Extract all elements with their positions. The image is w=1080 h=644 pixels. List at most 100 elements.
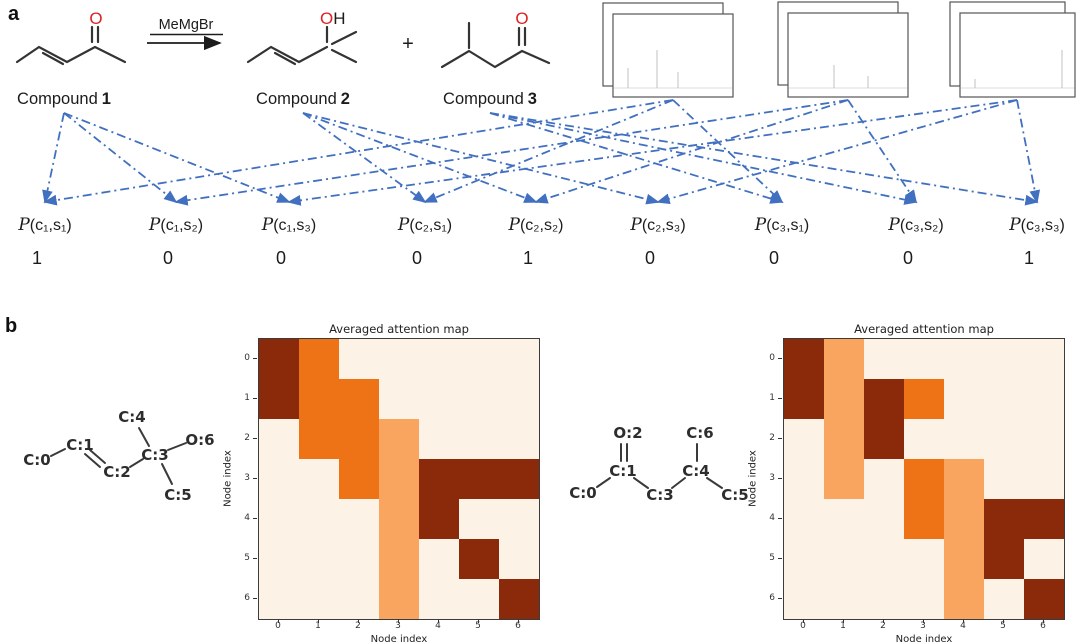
probability-label-8: P(c₃,s₃) xyxy=(1008,215,1065,235)
heatmap-right-ylabel: Node index xyxy=(747,450,759,507)
heatmap-cell-r5c5 xyxy=(459,539,499,579)
heatmap-cell-r2c4 xyxy=(944,419,984,459)
heatmap-cell-r2c3 xyxy=(379,419,419,459)
attention-link-c2-p4 xyxy=(302,112,538,203)
heatmap-cell-r3c1 xyxy=(824,459,864,499)
heatmap-cell-r1c0 xyxy=(784,379,824,419)
attention-link-c1-p1 xyxy=(63,112,178,204)
y-tick-3: 3 xyxy=(762,458,782,498)
y-tick-6: 6 xyxy=(762,578,782,618)
heatmap-cell-r5c5 xyxy=(984,539,1024,579)
probability-value-8: 1 xyxy=(1024,248,1034,268)
y-tick-5: 5 xyxy=(762,538,782,578)
heatmap-cell-r0c1 xyxy=(824,339,864,379)
heatmap-cell-r1c6 xyxy=(499,379,539,419)
heatmap-cell-r3c0 xyxy=(259,459,299,499)
heatmap-cell-r6c2 xyxy=(864,579,904,619)
panel-a-letter: a xyxy=(8,3,20,25)
heatmap-cell-r5c1 xyxy=(824,539,864,579)
heatmap-cell-r0c5 xyxy=(984,339,1024,379)
heatmap-cell-r2c5 xyxy=(984,419,1024,459)
y-tick-2: 2 xyxy=(237,418,257,458)
compound-2-structure: OH xyxy=(246,9,358,66)
attention-link-s2-p4 xyxy=(534,99,849,204)
heatmap-cell-r4c6 xyxy=(1024,499,1064,539)
heatmap-cell-r0c4 xyxy=(944,339,984,379)
spectra-thumbnails xyxy=(602,1,1076,98)
probability-label-5: P(c₂,s₃) xyxy=(629,215,685,235)
heatmap-cell-r5c6 xyxy=(499,539,539,579)
heatmap-cell-r1c3 xyxy=(904,379,944,419)
attention-link-c1-p0 xyxy=(42,112,65,204)
y-tick-1: 1 xyxy=(762,378,782,418)
heatmap-cell-r3c1 xyxy=(299,459,339,499)
heatmap-cell-r5c3 xyxy=(904,539,944,579)
compound-3-oxygen-label: O xyxy=(515,9,528,28)
probability-value-6: 0 xyxy=(769,248,779,268)
heatmap-cell-r6c0 xyxy=(784,579,824,619)
heatmap-cell-r5c6 xyxy=(1024,539,1064,579)
heatmap-right-xlabel: Node index xyxy=(895,634,953,644)
heatmap-cell-r5c4 xyxy=(419,539,459,579)
heatmap-cell-r0c0 xyxy=(784,339,824,379)
attention-link-s3-p2 xyxy=(287,99,1018,206)
reaction-arrow: MeMgBr xyxy=(147,17,223,51)
heatmap-cell-r6c4 xyxy=(419,579,459,619)
attention-link-s1-p3 xyxy=(423,99,674,203)
compound-1-structure: O xyxy=(15,9,127,66)
heatmap-cell-r2c1 xyxy=(824,419,864,459)
b1-node-c4: C:4 xyxy=(118,408,145,426)
heatmap-cell-r4c5 xyxy=(984,499,1024,539)
y-tick-2: 2 xyxy=(762,418,782,458)
x-tick-2: 2 xyxy=(338,619,378,633)
heatmap-cell-r4c0 xyxy=(784,499,824,539)
heatmap-right-grid xyxy=(783,338,1065,620)
heatmap-cell-r4c2 xyxy=(339,499,379,539)
heatmap-cell-r6c6 xyxy=(1024,579,1064,619)
heatmap-cell-r4c3 xyxy=(904,499,944,539)
attention-link-c1-p2 xyxy=(63,112,291,203)
heatmap-cell-r5c0 xyxy=(784,539,824,579)
y-tick-0: 0 xyxy=(762,338,782,378)
heatmap-cell-r1c4 xyxy=(419,379,459,419)
x-tick-1: 1 xyxy=(823,619,863,633)
heatmap-cell-r4c0 xyxy=(259,499,299,539)
heatmap-cell-r1c1 xyxy=(824,379,864,419)
compound-2-name: Compound 2 xyxy=(256,90,350,108)
probability-value-3: 0 xyxy=(412,248,422,268)
heatmap-cell-r2c0 xyxy=(259,419,299,459)
x-tick-5: 5 xyxy=(458,619,498,633)
x-tick-0: 0 xyxy=(783,619,823,633)
heatmap-cell-r3c6 xyxy=(499,459,539,499)
compound-2-oh-label: OH xyxy=(320,9,346,28)
reagent-label: MeMgBr xyxy=(159,17,214,33)
heatmap-cell-r6c3 xyxy=(379,579,419,619)
heatmap-cell-r0c2 xyxy=(864,339,904,379)
attention-link-c2-p5 xyxy=(302,112,660,205)
probability-label-2: P(c₁,s₃) xyxy=(261,215,316,235)
heatmap-cell-r6c1 xyxy=(824,579,864,619)
heatmap-cell-r3c2 xyxy=(339,459,379,499)
b1-node-c3: C:3 xyxy=(141,446,168,464)
attention-link-s1-p0 xyxy=(43,99,674,206)
heatmap-cell-r1c0 xyxy=(259,379,299,419)
heatmap-cell-r3c6 xyxy=(1024,459,1064,499)
heatmap-cell-r5c2 xyxy=(864,539,904,579)
spectrum-stack-3 xyxy=(949,1,1076,98)
heatmap-cell-r6c1 xyxy=(299,579,339,619)
heatmap-cell-r1c3 xyxy=(379,379,419,419)
x-tick-4: 4 xyxy=(418,619,458,633)
heatmap-cell-r2c5 xyxy=(459,419,499,459)
heatmap-cell-r3c0 xyxy=(784,459,824,499)
spectrum-stack-2 xyxy=(777,1,909,98)
heatmap-cell-r6c5 xyxy=(459,579,499,619)
heatmap-cell-r6c2 xyxy=(339,579,379,619)
heatmap-cell-r2c2 xyxy=(864,419,904,459)
probability-value-7: 0 xyxy=(903,248,913,268)
b1-node-c1: C:1 xyxy=(66,436,93,454)
heatmap-cell-r4c1 xyxy=(824,499,864,539)
